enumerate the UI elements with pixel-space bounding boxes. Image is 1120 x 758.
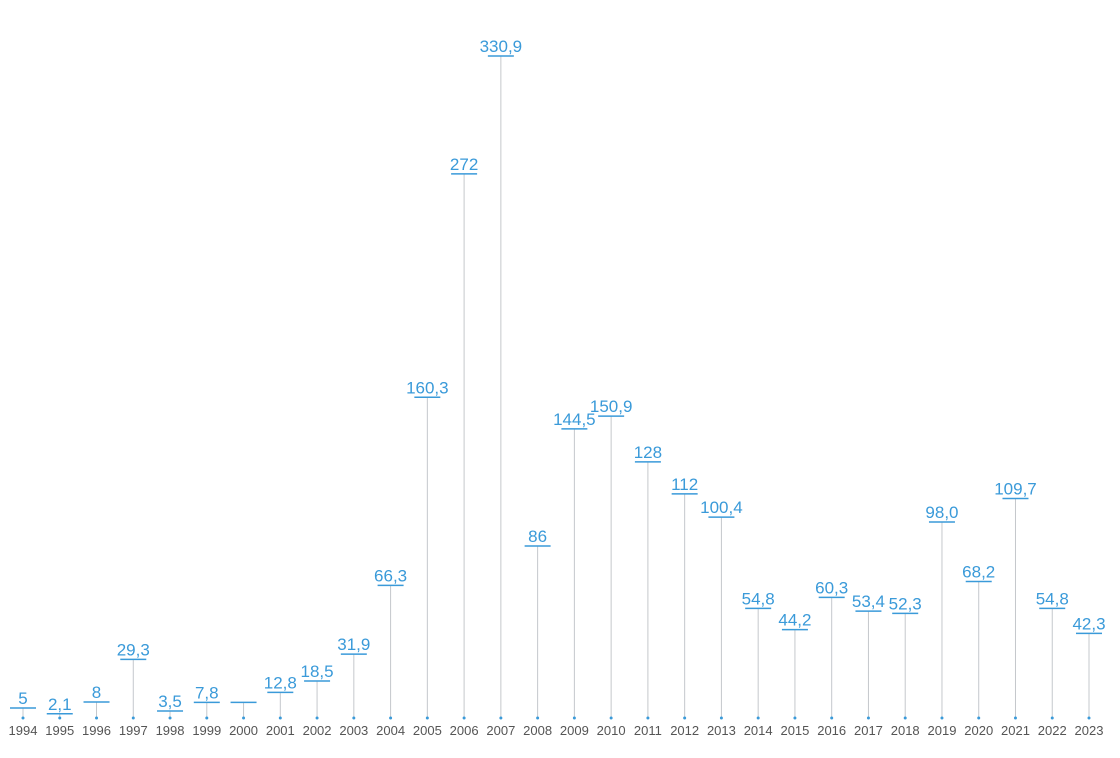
base-dot [1050, 716, 1054, 720]
x-tick-label: 2007 [486, 723, 515, 738]
base-dot [389, 716, 393, 720]
base-dot [58, 716, 62, 720]
x-tick-label: 2021 [1001, 723, 1030, 738]
value-label: 42,3 [1072, 614, 1105, 633]
value-label: 272 [450, 155, 478, 174]
base-dot [756, 716, 760, 720]
value-label: 112 [671, 475, 698, 494]
base-dot [95, 716, 99, 720]
base-dot [352, 716, 356, 720]
x-tick-label: 2019 [928, 723, 957, 738]
value-label: 5 [18, 689, 27, 708]
x-tick-label: 2012 [670, 723, 699, 738]
base-dot [131, 716, 135, 720]
x-tick-label: 2017 [854, 723, 883, 738]
value-label: 66,3 [374, 566, 407, 585]
x-tick-label: 2000 [229, 723, 258, 738]
base-dot [536, 716, 540, 720]
x-tick-label: 1999 [192, 723, 221, 738]
value-label: 128 [634, 443, 662, 462]
value-label: 18,5 [301, 662, 334, 681]
x-tick-label: 1996 [82, 723, 111, 738]
base-dot [903, 716, 907, 720]
x-tick-label: 2006 [450, 723, 479, 738]
x-tick-label: 1994 [9, 723, 38, 738]
x-tick-label: 2005 [413, 723, 442, 738]
value-label: 54,8 [742, 589, 775, 608]
base-dot [977, 716, 981, 720]
x-tick-label: 2004 [376, 723, 405, 738]
value-label: 100,4 [700, 498, 743, 517]
base-dot [425, 716, 429, 720]
x-tick-label: 2014 [744, 723, 773, 738]
x-tick-label: 2023 [1075, 723, 1104, 738]
x-tick-label: 2008 [523, 723, 552, 738]
base-dot [278, 716, 282, 720]
base-dot [1087, 716, 1091, 720]
x-tick-label: 2009 [560, 723, 589, 738]
x-tick-label: 2022 [1038, 723, 1067, 738]
x-tick-label: 2003 [339, 723, 368, 738]
base-dot [793, 716, 797, 720]
value-label: 330,9 [480, 37, 523, 56]
base-dot [1013, 716, 1017, 720]
value-label: 144,5 [553, 410, 596, 429]
base-dot [242, 716, 246, 720]
value-label: 12,8 [264, 673, 297, 692]
value-label: 8 [92, 683, 101, 702]
value-label: 31,9 [337, 635, 370, 654]
base-dot [940, 716, 944, 720]
value-label: 68,2 [962, 563, 995, 582]
base-dot [572, 716, 576, 720]
x-tick-label: 2020 [964, 723, 993, 738]
value-label: 7,8 [195, 683, 219, 702]
base-dot [719, 716, 723, 720]
base-dot [499, 716, 503, 720]
value-label: 160,3 [406, 378, 449, 397]
value-label: 98,0 [925, 503, 958, 522]
value-label: 54,8 [1036, 589, 1069, 608]
value-label: 109,7 [994, 480, 1037, 499]
x-tick-label: 1998 [156, 723, 185, 738]
x-tick-label: 1997 [119, 723, 148, 738]
base-dot [866, 716, 870, 720]
base-dot [683, 716, 687, 720]
base-dot [168, 716, 172, 720]
value-label: 53,4 [852, 592, 885, 611]
x-tick-label: 2015 [780, 723, 809, 738]
base-dot [462, 716, 466, 720]
value-label: 3,5 [158, 692, 182, 711]
value-label: 52,3 [889, 594, 922, 613]
base-dot [205, 716, 209, 720]
x-tick-label: 2016 [817, 723, 846, 738]
base-dot [646, 716, 650, 720]
x-tick-label: 2010 [597, 723, 626, 738]
value-label: 29,3 [117, 640, 150, 659]
value-label: 86 [528, 527, 547, 546]
x-tick-label: 2001 [266, 723, 295, 738]
base-dot [609, 716, 613, 720]
value-label: 2,1 [48, 695, 72, 714]
x-tick-label: 2018 [891, 723, 920, 738]
value-label: 60,3 [815, 578, 848, 597]
base-dot [830, 716, 834, 720]
x-tick-label: 1995 [45, 723, 74, 738]
value-label: 150,9 [590, 397, 633, 416]
x-tick-label: 2002 [303, 723, 332, 738]
x-tick-label: 2013 [707, 723, 736, 738]
base-dot [315, 716, 319, 720]
base-dot [21, 716, 25, 720]
x-tick-label: 2011 [634, 723, 662, 738]
value-label: 44,2 [778, 611, 811, 630]
